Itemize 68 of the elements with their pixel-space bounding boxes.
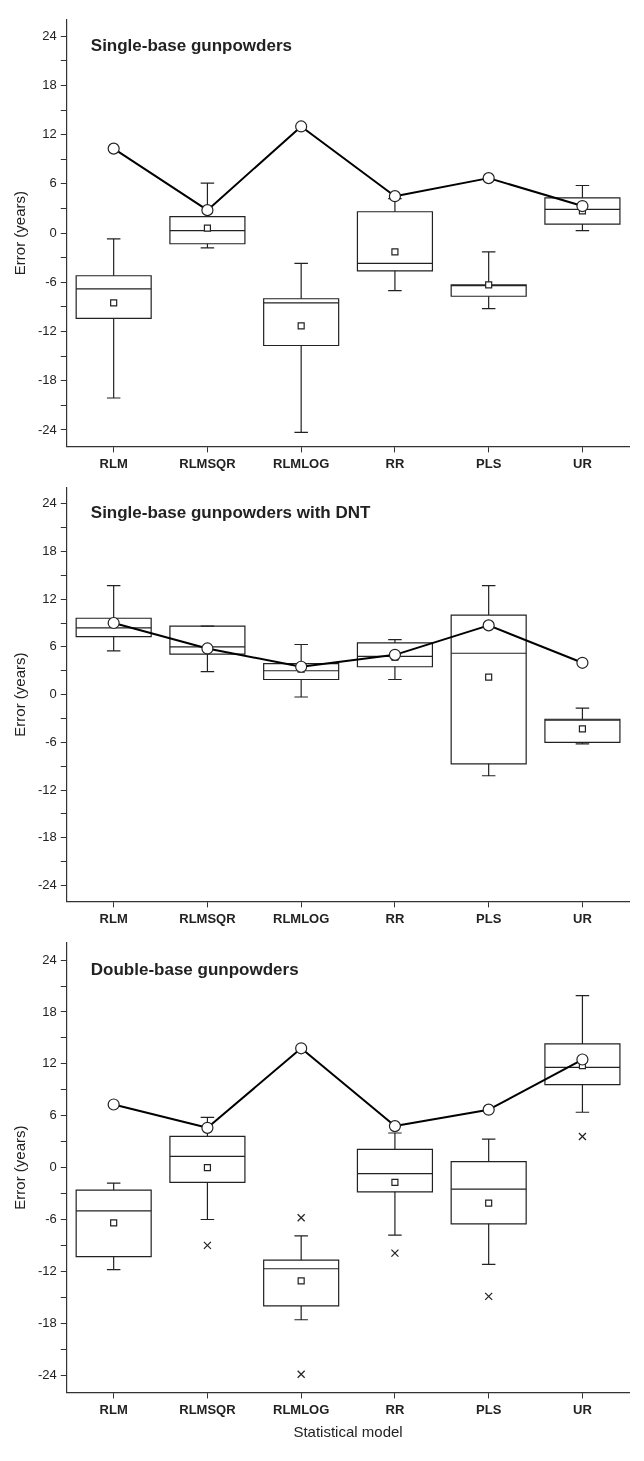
x-tick-label: RR: [385, 910, 405, 926]
y-axis-title: Error (years): [11, 652, 29, 737]
point: [107, 616, 120, 630]
point: [107, 142, 120, 155]
y-tick-label: -18: [37, 1314, 57, 1330]
y-tick-label: -12: [37, 323, 57, 339]
point: [295, 120, 308, 133]
point: [576, 199, 589, 213]
y-tick-label: -12: [37, 781, 57, 797]
y-tick-label: 12: [42, 1055, 57, 1071]
point: [388, 190, 402, 203]
y-tick-label: 0: [49, 1159, 57, 1175]
y-tick-label: 24: [42, 951, 57, 967]
y-axis-title: Error (years): [11, 191, 29, 276]
y-tick-label: 0: [49, 686, 57, 702]
y-axis-title: Error (years): [11, 1125, 29, 1210]
x-tick-label: PLS: [476, 455, 502, 471]
x-tick-label: PLS: [476, 910, 502, 926]
x-tick-label: UR: [573, 910, 593, 926]
point: [201, 642, 214, 655]
point: [201, 1121, 214, 1134]
y-tick-label: -6: [45, 1211, 57, 1227]
point: [201, 204, 214, 217]
x-tick-label: PLS: [476, 1401, 502, 1417]
point: [482, 1103, 495, 1116]
y-tick-label: -24: [37, 1366, 57, 1382]
y-tick-label: 6: [49, 1107, 57, 1123]
point: [295, 1042, 308, 1055]
y-tick-label: -6: [45, 273, 57, 289]
x-tick-label: RLMSQR: [179, 1401, 237, 1417]
x-tick-label: UR: [573, 455, 593, 471]
x-axis-title: Statistical model: [293, 1423, 403, 1441]
y-tick-label: 12: [42, 126, 57, 142]
y-tick-label: -24: [37, 877, 57, 893]
x-tick-label: UR: [573, 1401, 593, 1417]
y-tick-label: 6: [49, 175, 57, 191]
x-tick-label: RLMSQR: [179, 455, 237, 471]
text: Single-base gunpowders: [90, 35, 292, 55]
point: [576, 656, 589, 669]
y-tick-label: -12: [37, 1262, 57, 1278]
y-tick-label: -18: [37, 829, 57, 845]
y-tick-label: 24: [42, 495, 57, 511]
x-tick-label: RLMLOG: [273, 910, 330, 926]
point: [482, 619, 495, 632]
y-tick-label: 18: [42, 543, 57, 559]
y-tick-label: -6: [45, 733, 57, 749]
x-tick-label: RLMLOG: [273, 455, 330, 471]
point: [107, 1098, 120, 1111]
x-tick-label: RLMLOG: [273, 1401, 330, 1417]
x-tick-label: RR: [385, 455, 405, 471]
x-tick-label: RLM: [99, 1401, 128, 1417]
text: Double-base gunpowders: [90, 959, 299, 979]
text: Single-base gunpowders with DNT: [90, 503, 371, 523]
x-tick-label: RR: [385, 1401, 405, 1417]
point: [576, 1053, 589, 1066]
y-tick-label: 24: [42, 27, 57, 43]
y-tick-label: -18: [37, 372, 57, 388]
y-tick-label: 0: [49, 224, 57, 240]
y-tick-label: 12: [42, 590, 57, 606]
x-tick-label: RLMSQR: [179, 910, 237, 926]
point: [388, 1120, 402, 1133]
point: [482, 172, 495, 185]
y-tick-label: 18: [42, 77, 57, 93]
y-tick-label: 18: [42, 1003, 57, 1019]
y-tick-label: -24: [37, 421, 57, 437]
y-tick-label: 6: [49, 638, 57, 654]
x-tick-label: RLM: [99, 455, 128, 471]
x-tick-label: RLM: [99, 910, 128, 926]
